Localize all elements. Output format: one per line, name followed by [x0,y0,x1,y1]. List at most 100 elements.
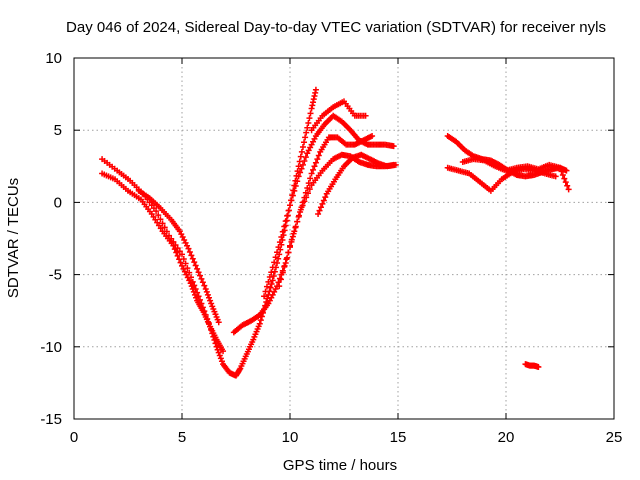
data-point [275,244,282,251]
data-point [189,255,196,262]
series-2 [135,187,222,326]
data-point [565,186,572,193]
data-point [558,168,565,175]
data-point [295,173,302,180]
data-point [310,166,317,173]
data-point [279,269,286,276]
data-point [305,190,311,197]
x-tick-label: 5 [178,429,186,446]
data-point [185,245,192,252]
plot-frame [73,57,615,420]
data-point [170,242,177,249]
data-point [308,170,315,177]
data-point [297,206,304,213]
data-point [269,264,276,271]
data-point [201,282,208,289]
y-axis-label: SDTVAR / TECUs [5,178,22,298]
data-point [282,218,289,225]
y-tick-label: -15 [40,411,62,428]
data-point [314,156,321,163]
data-point [320,197,327,204]
data-point [257,317,264,324]
data-point [188,283,195,290]
y-tick-label: 0 [54,194,62,211]
data-point [561,175,568,182]
data-point [157,216,164,223]
data-point [155,212,162,219]
data-point [390,143,397,150]
data-point [362,112,369,119]
data-point [195,269,202,276]
data-point [557,164,563,171]
data-point [564,182,571,189]
data-point [192,262,199,269]
data-point [268,269,275,276]
grid [74,58,614,419]
data-point [278,276,284,283]
data-point [176,256,183,263]
data-point [301,139,308,146]
data-point [261,293,268,300]
data-point [262,288,269,295]
y-tick-label: -10 [40,339,62,356]
data-point [294,218,301,225]
data-point [270,273,277,280]
data-point [301,198,308,205]
data-point [278,234,285,241]
data-point [191,291,198,298]
data-point [191,259,198,266]
data-point [289,192,296,199]
data-point [276,283,283,290]
data-point [171,246,178,253]
x-axis-label: GPS time / hours [283,457,397,474]
data-point [296,212,302,219]
data-point [302,134,309,141]
data-point [208,300,215,307]
data-point [153,208,160,215]
data-point [312,159,319,166]
series-4 [261,112,397,300]
data-point [552,173,559,180]
data-point [287,202,293,209]
x-tick-label: 20 [498,429,515,446]
data-point [203,288,210,295]
data-point [285,249,292,256]
data-point [186,248,193,255]
data-point [317,204,324,211]
y-tick-label: 5 [54,122,62,139]
data-point [281,223,288,230]
data-point [297,153,304,160]
series-1 [99,170,227,355]
data-point [176,248,183,255]
data-point [288,197,295,204]
data-point [265,278,272,285]
x-tick-label: 10 [282,429,299,446]
data-point [301,158,308,165]
data-point [199,279,206,286]
data-point [298,148,305,155]
data-point [206,294,212,301]
x-tick-label: 0 [70,429,78,446]
data-point [559,171,566,178]
data-point [173,249,180,256]
data-point [369,132,376,139]
series-6 [276,151,397,290]
data-point [187,280,194,287]
data-point [285,207,292,214]
y-tick-label: 10 [45,50,62,67]
data-point [290,230,297,237]
data-point [287,242,293,249]
y-tick-label: -5 [49,267,62,284]
data-point [305,119,312,126]
data-point [279,228,286,235]
data-point [193,294,200,301]
data-point [268,280,275,287]
data-point [316,207,323,214]
data-point [204,291,211,298]
data-point [256,320,263,327]
data-point [315,152,322,159]
data-point [269,277,276,284]
data-point [294,178,301,185]
data-marks [99,86,572,379]
